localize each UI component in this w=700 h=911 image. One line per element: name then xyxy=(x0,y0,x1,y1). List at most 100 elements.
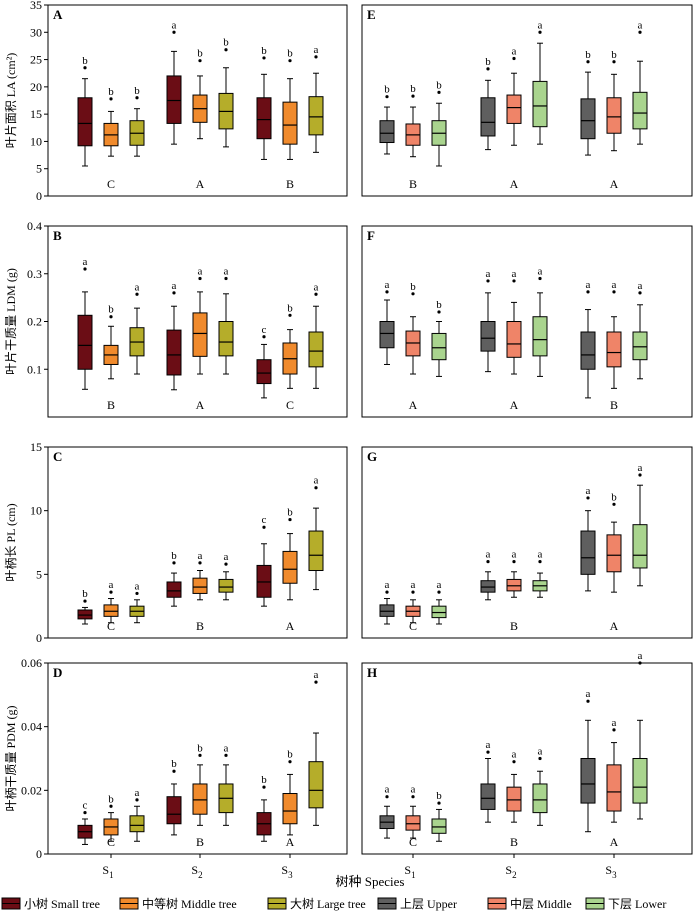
box-E-g3-s1: b xyxy=(580,49,596,156)
y-tick-label: 0 xyxy=(36,847,42,861)
box-body xyxy=(192,783,208,815)
group-letter: B xyxy=(196,619,204,633)
legend-label: 上层 Upper xyxy=(400,897,457,911)
box-B-g1-s1: a xyxy=(77,256,93,390)
outlier-point xyxy=(586,290,590,294)
box-body xyxy=(480,580,496,593)
box-body xyxy=(480,97,496,137)
box-E-g1-s3: b xyxy=(431,79,447,167)
category-letter: S xyxy=(505,863,512,877)
box-body xyxy=(308,761,324,809)
group-letter: B xyxy=(409,177,417,191)
outlier-point xyxy=(512,760,516,764)
group-letter: A xyxy=(510,398,519,412)
box-F-g1-s2: b xyxy=(405,281,421,375)
box-body xyxy=(166,581,182,598)
box-body xyxy=(431,818,447,834)
outlier-point xyxy=(385,95,389,99)
box-body xyxy=(282,793,298,825)
panel-frame xyxy=(47,662,348,855)
outlier-point xyxy=(135,96,139,100)
outlier-point xyxy=(385,290,389,294)
outlier-point xyxy=(638,661,642,665)
significance-letter: a xyxy=(385,279,390,291)
legend-label: 下层 Lower xyxy=(608,897,666,911)
box-body xyxy=(532,783,548,814)
outlier-point xyxy=(83,599,87,603)
group-letter: C xyxy=(107,619,115,633)
x-tick-label: S2 xyxy=(505,863,516,880)
group-letter: B xyxy=(510,619,518,633)
box-D-g3-s3: a xyxy=(308,669,324,826)
significance-letter: a xyxy=(83,256,88,268)
box-G-g1-s3: a xyxy=(431,579,447,625)
box-H-g1-s2: a xyxy=(405,784,421,839)
box-F-g2-s2: a xyxy=(506,268,522,375)
significance-letter: b xyxy=(261,774,267,786)
significance-letter: b xyxy=(485,56,491,68)
outlier-point xyxy=(172,769,176,773)
box-body xyxy=(580,331,596,370)
box-D-g1-s1: c xyxy=(77,800,93,845)
significance-letter: a xyxy=(638,19,643,31)
outlier-point xyxy=(172,30,176,34)
y-tick-label: 5 xyxy=(36,567,42,581)
outlier-point xyxy=(224,753,228,757)
group-letter: A xyxy=(286,835,295,849)
outlier-point xyxy=(586,496,590,500)
outlier-point xyxy=(288,313,292,317)
panel-B: B 0.1 0.2 0.3 0.4 叶片干质量 LDM (g) a b a Ba a a Ac b a C xyxy=(4,219,348,418)
box-body xyxy=(256,564,272,598)
outlier-point xyxy=(288,59,292,63)
box-body xyxy=(606,97,622,134)
outlier-point xyxy=(83,66,87,70)
outlier-point xyxy=(314,55,318,59)
box-B-g2-s1: a xyxy=(166,280,182,391)
significance-letter: a xyxy=(411,784,416,796)
panel-frame xyxy=(361,4,693,197)
significance-letter: b xyxy=(436,299,442,311)
group-letter: C xyxy=(409,835,417,849)
box-body xyxy=(506,786,522,812)
y-tick-label: 0 xyxy=(36,189,42,203)
group-letter: C xyxy=(107,177,115,191)
significance-letter: a xyxy=(135,281,140,293)
significance-letter: b xyxy=(287,749,293,761)
significance-letter: b xyxy=(108,793,114,805)
outlier-point xyxy=(198,753,202,757)
significance-letter: b xyxy=(585,49,591,61)
significance-letter: a xyxy=(638,280,643,292)
box-F-g1-s3: b xyxy=(431,299,447,377)
group-letter: A xyxy=(610,835,619,849)
significance-letter: b xyxy=(287,302,293,314)
significance-letter: a xyxy=(538,549,543,561)
box-body xyxy=(431,605,447,619)
box-body xyxy=(282,550,298,584)
panel-label: C xyxy=(53,449,62,464)
box-A-g2-s2: b xyxy=(192,48,208,140)
y-tick-label: 0.2 xyxy=(27,315,42,329)
box-H-g3-s1: a xyxy=(580,688,596,833)
legend-label: 中等树 Middle tree xyxy=(142,896,237,911)
box-H-g1-s3: b xyxy=(431,790,447,842)
outlier-point xyxy=(224,276,228,281)
outlier-point xyxy=(586,60,590,64)
box-E-g2-s3: a xyxy=(532,19,548,145)
box-body xyxy=(308,530,324,572)
category-letter: S xyxy=(605,863,612,877)
outlier-point xyxy=(411,590,415,594)
x-tick-label: S2 xyxy=(191,863,202,880)
outlier-point xyxy=(612,502,616,506)
y-tick-label: 15 xyxy=(30,107,42,121)
category-letter: S xyxy=(281,863,288,877)
outlier-point xyxy=(385,795,389,799)
box-C-g1-s3: a xyxy=(129,580,145,624)
outlier-point xyxy=(512,279,516,283)
box-H-g2-s3: a xyxy=(532,746,548,826)
box-body xyxy=(506,94,522,124)
box-G-g3-s2: b xyxy=(606,491,622,593)
panel-label: B xyxy=(53,228,62,243)
significance-letter: a xyxy=(198,550,203,562)
box-body xyxy=(632,91,648,130)
significance-letter: b xyxy=(261,45,267,57)
